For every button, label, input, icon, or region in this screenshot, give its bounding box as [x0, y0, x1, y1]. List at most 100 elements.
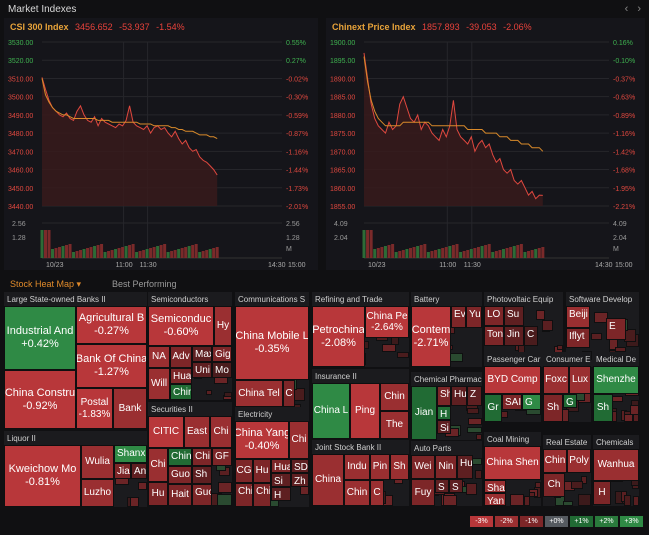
minor-stock-tile[interactable]: [624, 495, 631, 506]
stock-tile[interactable]: Mo: [212, 362, 232, 378]
stock-tile[interactable]: Luzho: [81, 479, 114, 507]
stock-tile[interactable]: Chi: [253, 483, 271, 507]
stock-tile[interactable]: Hu: [457, 455, 473, 479]
stock-tile[interactable]: Hua: [271, 459, 291, 473]
stock-tile[interactable]: H: [271, 487, 291, 501]
stock-tile[interactable]: Hua: [170, 368, 192, 384]
minor-stock-tile[interactable]: [476, 434, 482, 440]
stock-tile[interactable]: SAI: [502, 394, 522, 410]
stock-tile[interactable]: China Mobile L -0.35%: [235, 306, 309, 380]
stock-tile[interactable]: Sh: [192, 466, 212, 484]
stock-tile[interactable]: Fuy: [411, 479, 435, 506]
stock-tile[interactable]: Sh: [593, 394, 613, 422]
sector-secs[interactable]: Securities II CITIC East Chi Chi Chin Chi GF Guo…: [148, 402, 232, 506]
minor-stock-tile[interactable]: [594, 312, 608, 323]
minor-stock-tile[interactable]: [524, 496, 530, 506]
sector-re[interactable]: Real Estate Chin Poly Ch: [543, 435, 591, 506]
stock-tile[interactable]: China Pe -2.64%: [365, 306, 409, 338]
minor-stock-tile[interactable]: [467, 427, 482, 433]
stock-tile[interactable]: Poly: [567, 449, 591, 473]
tab-best-performing[interactable]: Best Performing: [112, 279, 177, 289]
stock-tile[interactable]: Hait: [168, 484, 192, 506]
stock-tile[interactable]: Contem -2.71%: [411, 306, 451, 367]
minor-stock-tile[interactable]: [591, 333, 602, 340]
minor-stock-tile[interactable]: [615, 347, 626, 352]
stock-tile[interactable]: Hy: [214, 306, 232, 346]
stock-tile[interactable]: SDI: [291, 459, 309, 473]
stock-tile[interactable]: C: [370, 480, 384, 506]
stock-tile[interactable]: Guo: [192, 484, 212, 506]
stock-tile[interactable]: Lux: [569, 366, 591, 394]
stock-tile[interactable]: Adv: [170, 346, 192, 368]
stock-tile[interactable]: China Yang -0.40%: [235, 421, 289, 459]
stock-tile[interactable]: Jian: [114, 463, 131, 479]
stock-tile[interactable]: Will: [148, 368, 170, 400]
minor-stock-tile[interactable]: [542, 320, 553, 331]
minor-stock-tile[interactable]: [443, 495, 457, 506]
stock-tile[interactable]: Sh: [543, 394, 563, 422]
minor-stock-tile[interactable]: [633, 496, 639, 506]
stock-tile[interactable]: Ev: [451, 306, 466, 328]
stock-tile[interactable]: Hu: [253, 459, 271, 483]
stock-tile[interactable]: China: [312, 454, 344, 506]
stock-tile[interactable]: Chi: [192, 448, 212, 466]
stock-tile[interactable]: BYD Comp: [484, 366, 541, 394]
stock-tile[interactable]: China Constru -0.92%: [4, 370, 76, 429]
stock-tile[interactable]: H: [437, 406, 451, 420]
stock-tile[interactable]: Ch: [543, 473, 565, 497]
stock-tile[interactable]: Kweichow Mo -0.81%: [4, 445, 81, 507]
csi300-chart-panel[interactable]: CSI 300 Index 3456.652 -53.937 -1.54% 35…: [4, 18, 318, 270]
stock-tile[interactable]: CG: [235, 459, 253, 483]
stock-tile[interactable]: S: [449, 479, 463, 493]
minor-stock-tile[interactable]: [624, 414, 633, 422]
minor-stock-tile[interactable]: [563, 501, 573, 506]
stock-tile[interactable]: Yu: [466, 306, 482, 328]
stock-tile[interactable]: Petrochina -2.08%: [312, 306, 365, 367]
stock-tile[interactable]: NA: [148, 346, 170, 368]
minor-stock-tile[interactable]: [557, 345, 563, 350]
stock-tile[interactable]: Ton: [484, 326, 504, 346]
minor-stock-tile[interactable]: [130, 497, 139, 507]
stock-tile[interactable]: Gig: [212, 346, 232, 362]
stock-tile[interactable]: LO: [484, 306, 504, 326]
minor-stock-tile[interactable]: [382, 344, 396, 352]
stock-tile[interactable]: China Tel: [235, 380, 283, 407]
stock-tile[interactable]: Z: [467, 386, 482, 406]
stock-tile[interactable]: G: [563, 394, 577, 408]
stock-tile[interactable]: Pin: [370, 454, 390, 480]
stock-tile[interactable]: Sha: [484, 480, 506, 493]
sector-cons[interactable]: Consumer E Foxc Lux Sh G: [543, 352, 591, 422]
stock-tile[interactable]: Beiji: [566, 306, 590, 328]
stock-tile[interactable]: Chi: [210, 416, 232, 448]
stock-tile[interactable]: Zh: [291, 473, 309, 487]
stock-tile[interactable]: The: [380, 411, 409, 439]
stock-tile[interactable]: Industrial And +0.42%: [4, 306, 76, 370]
chinext-chart-panel[interactable]: Chinext Price Index 1857.893 -39.053 -2.…: [326, 18, 645, 270]
minor-stock-tile[interactable]: [468, 418, 482, 425]
stock-tile[interactable]: Wulia: [81, 445, 114, 479]
next-arrow-icon[interactable]: ›: [637, 3, 641, 15]
stock-tile[interactable]: Sh: [437, 386, 451, 406]
sector-battery[interactable]: Battery Contem -2.71% Ev Yu: [411, 292, 482, 367]
stock-tile[interactable]: Wanhua: [593, 449, 639, 481]
stock-tile[interactable]: Chin: [543, 449, 567, 473]
stock-tile[interactable]: Agricultural B -0.27%: [76, 306, 147, 344]
stock-tile[interactable]: Si: [437, 420, 451, 434]
minor-stock-tile[interactable]: [206, 390, 212, 395]
stock-tile[interactable]: S: [435, 479, 449, 493]
minor-stock-tile[interactable]: [529, 492, 535, 497]
stock-tile[interactable]: Chin: [170, 384, 192, 400]
sector-pcar[interactable]: Passenger Car BYD Comp Gr SAI G: [484, 352, 541, 422]
minor-stock-tile[interactable]: [536, 310, 545, 320]
minor-stock-tile[interactable]: [630, 405, 639, 415]
stock-tile[interactable]: Iflyt: [566, 328, 590, 348]
tab-stock-heat-map[interactable]: Stock Heat Map ▾: [10, 279, 81, 290]
stock-tile[interactable]: Guo: [168, 466, 192, 484]
minor-stock-tile[interactable]: [466, 483, 477, 495]
stock-tile[interactable]: Shanxi: [114, 445, 147, 463]
minor-stock-tile[interactable]: [467, 408, 479, 414]
sector-refining[interactable]: Refining and Trade Petrochina -2.08% China …: [312, 292, 409, 367]
sector-med[interactable]: Medical De Shenzhe Sh: [593, 352, 639, 422]
sector-comms[interactable]: Communications S China Mobile L -0.35% Chin…: [235, 292, 309, 497]
